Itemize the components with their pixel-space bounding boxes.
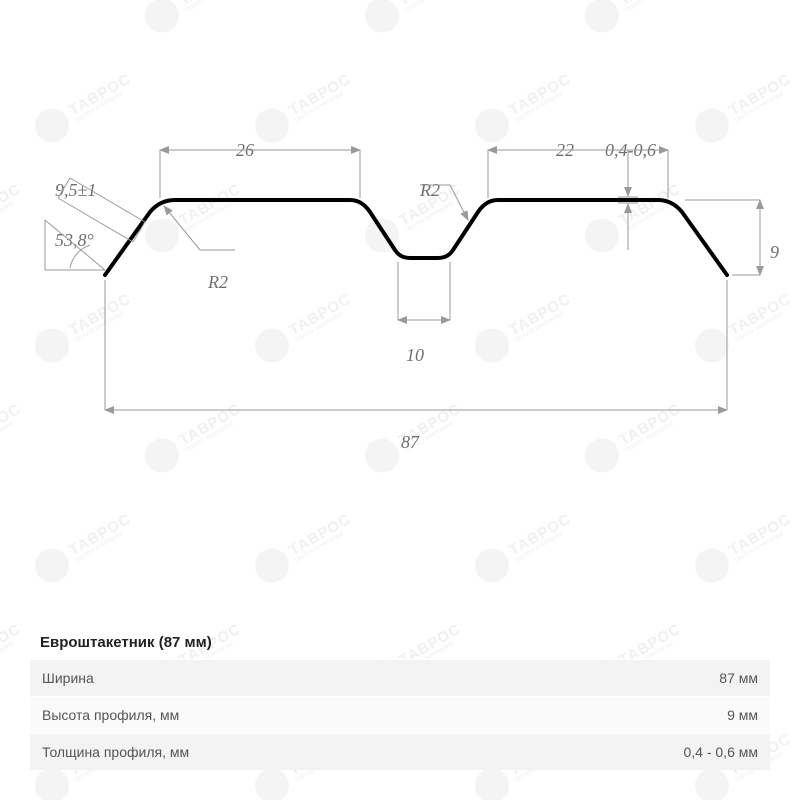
- table-row: Толщина профиля, мм 0,4 - 0,6 мм: [30, 734, 770, 771]
- flange-line: [70, 178, 145, 222]
- spec-value: 0,4 - 0,6 мм: [500, 734, 770, 771]
- flange-line: [58, 198, 133, 242]
- angle-arc: [70, 245, 90, 268]
- spec-table-title: Евроштакетник (87 мм): [30, 626, 770, 659]
- profile-outline: [105, 200, 727, 275]
- spec-table: Ширина 87 мм Высота профиля, мм 9 мм Тол…: [30, 659, 770, 770]
- flange-line: [58, 178, 70, 198]
- radius-leader: [164, 206, 235, 250]
- spec-label: Толщина профиля, мм: [30, 734, 500, 771]
- table-row: Высота профиля, мм 9 мм: [30, 697, 770, 734]
- spec-value: 87 мм: [500, 660, 770, 697]
- spec-label: Высота профиля, мм: [30, 697, 500, 734]
- spec-value: 9 мм: [500, 697, 770, 734]
- radius-leader: [420, 185, 468, 220]
- flange-line: [45, 220, 105, 270]
- table-row: Ширина 87 мм: [30, 660, 770, 697]
- profile-diagram: [0, 0, 800, 600]
- watermark-stamp: ТАВРОСгруппа компаний: [0, 615, 29, 699]
- spec-table-container: Евроштакетник (87 мм) Ширина 87 мм Высот…: [30, 626, 770, 770]
- spec-label: Ширина: [30, 660, 500, 697]
